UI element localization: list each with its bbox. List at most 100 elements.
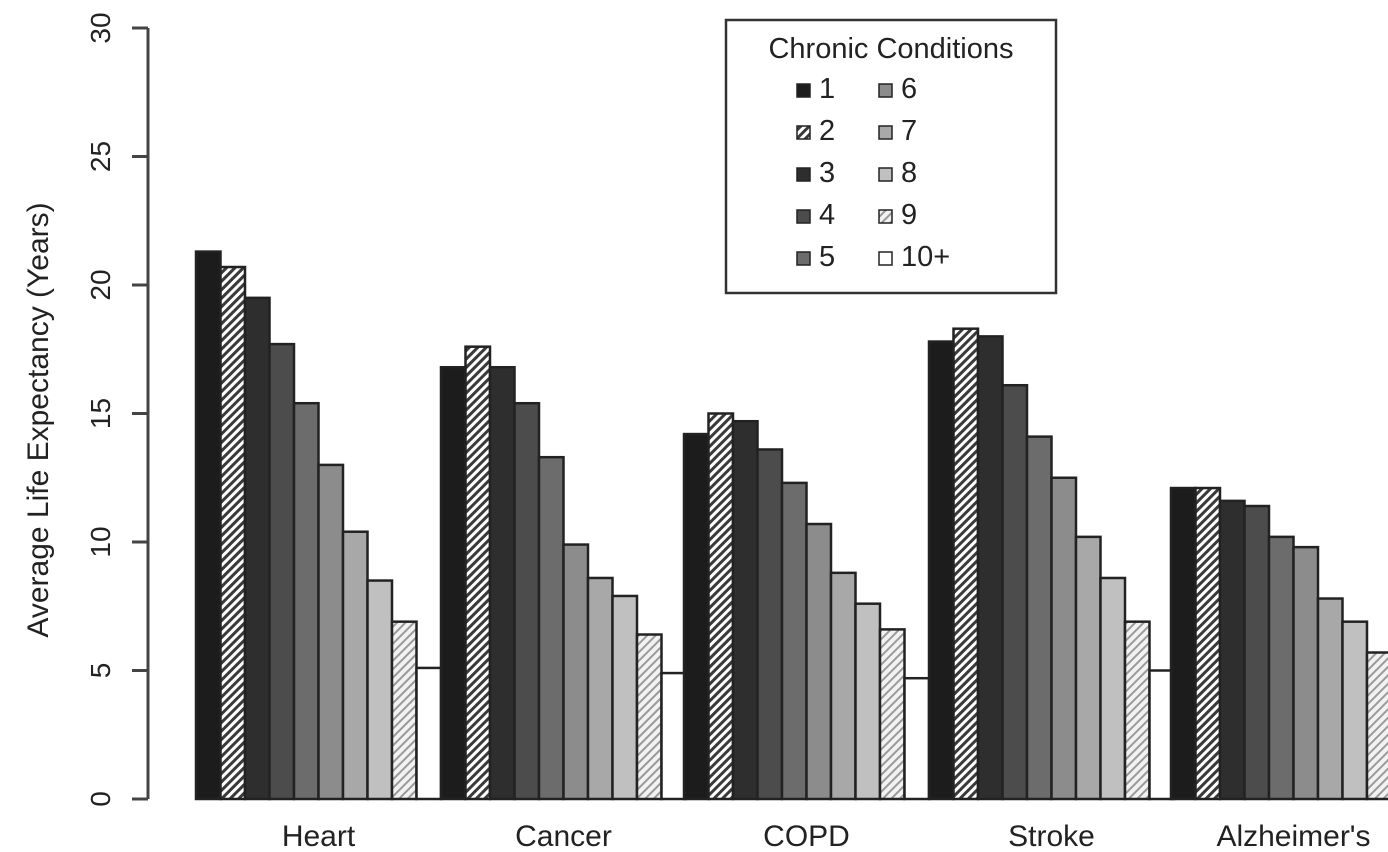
bar [1365, 651, 1388, 801]
bar [243, 296, 271, 801]
bar [1267, 535, 1295, 801]
bar [1194, 486, 1222, 801]
bar [1123, 620, 1151, 801]
bar-group [682, 412, 931, 801]
bar [488, 365, 516, 801]
legend-item: 7 [878, 115, 917, 147]
x-category-label: COPD [763, 820, 850, 852]
legend-label: 2 [819, 115, 835, 147]
bar [562, 543, 590, 801]
legend-label: 10+ [901, 241, 950, 273]
bar [1025, 435, 1053, 801]
bar [731, 419, 759, 801]
bar [707, 412, 735, 801]
legend-box [724, 18, 1058, 295]
bar [903, 676, 931, 801]
legend-label: 3 [819, 157, 835, 189]
legend-swatch [878, 251, 893, 266]
y-tick-label: 25 [85, 141, 116, 172]
bar [292, 401, 320, 801]
bar [976, 335, 1004, 801]
legend-item: 8 [878, 157, 917, 189]
legend-item: 2 [796, 115, 835, 147]
bar [268, 342, 296, 801]
legend-label: 5 [819, 241, 835, 273]
bar-group [1169, 486, 1388, 801]
x-category-label: Alzheimer's [1216, 820, 1370, 852]
bar [952, 327, 980, 801]
legend-label: 8 [901, 157, 917, 189]
bar-group [439, 345, 688, 801]
bar [635, 633, 663, 801]
bar [390, 620, 418, 801]
bar [1316, 597, 1344, 801]
legend-label: 7 [901, 115, 917, 147]
legend-label: 4 [819, 199, 835, 231]
x-axis-labels: Heart Cancer COPD Stroke Alzheimer's [282, 820, 1371, 852]
bar [366, 579, 394, 801]
bar [586, 576, 614, 801]
bar [194, 250, 222, 801]
bars [194, 250, 1388, 801]
legend-swatch [796, 251, 811, 266]
y-tick-label: 30 [85, 12, 116, 43]
bar [1243, 504, 1271, 801]
legend-label: 1 [819, 73, 835, 105]
bar [1074, 535, 1102, 801]
legend-swatch [878, 83, 893, 98]
legend-items: 1 2 3 4 5 6 7 8 9 10+ [796, 73, 950, 273]
y-tick-label: 0 [85, 791, 116, 807]
bar [682, 432, 710, 801]
bar [878, 628, 906, 801]
y-tick-label: 20 [85, 269, 116, 300]
bar [611, 594, 639, 801]
bar [660, 671, 688, 801]
bar [1050, 476, 1078, 801]
legend-swatch [796, 209, 811, 224]
bar [1341, 620, 1369, 801]
bar [854, 602, 882, 801]
legend-item: 4 [796, 199, 835, 231]
legend-item: 10+ [878, 241, 950, 273]
legend-item: 1 [796, 73, 835, 105]
bar [756, 448, 784, 801]
bar [219, 265, 247, 801]
bar [829, 571, 857, 801]
legend-item: 3 [796, 157, 835, 189]
legend-swatch [796, 125, 811, 140]
y-tick-label: 15 [85, 398, 116, 429]
y-tick-label: 5 [85, 663, 116, 679]
legend-swatch [878, 209, 893, 224]
bar [464, 345, 492, 801]
bar-group [927, 327, 1176, 801]
bar [1099, 576, 1127, 801]
legend-swatch [878, 125, 893, 140]
bar [341, 530, 369, 801]
bar [537, 455, 565, 801]
legend-swatch [796, 167, 811, 182]
legend-title: Chronic Conditions [768, 33, 1013, 65]
bar [415, 666, 443, 801]
legend-item: 6 [878, 73, 917, 105]
bar [1001, 383, 1029, 801]
bar-group [194, 250, 443, 801]
bar [1292, 545, 1320, 801]
bar [805, 522, 833, 801]
bar [1218, 499, 1246, 801]
x-category-label: Heart [282, 820, 356, 852]
y-tick-label: 10 [85, 526, 116, 557]
bar [513, 401, 541, 801]
legend-item: 5 [796, 241, 835, 273]
x-category-label: Cancer [515, 820, 612, 852]
bar [780, 481, 808, 801]
bar [927, 340, 955, 801]
legend-label: 6 [901, 73, 917, 105]
bar [439, 365, 467, 801]
legend-swatch [796, 83, 811, 98]
legend: Chronic Conditions 1 2 3 4 5 6 7 8 9 10+ [724, 18, 1058, 295]
bar [317, 463, 345, 801]
y-axis-title: Average Life Expectancy (Years) [22, 202, 55, 637]
legend-swatch [878, 167, 893, 182]
x-category-label: Stroke [1008, 820, 1095, 852]
